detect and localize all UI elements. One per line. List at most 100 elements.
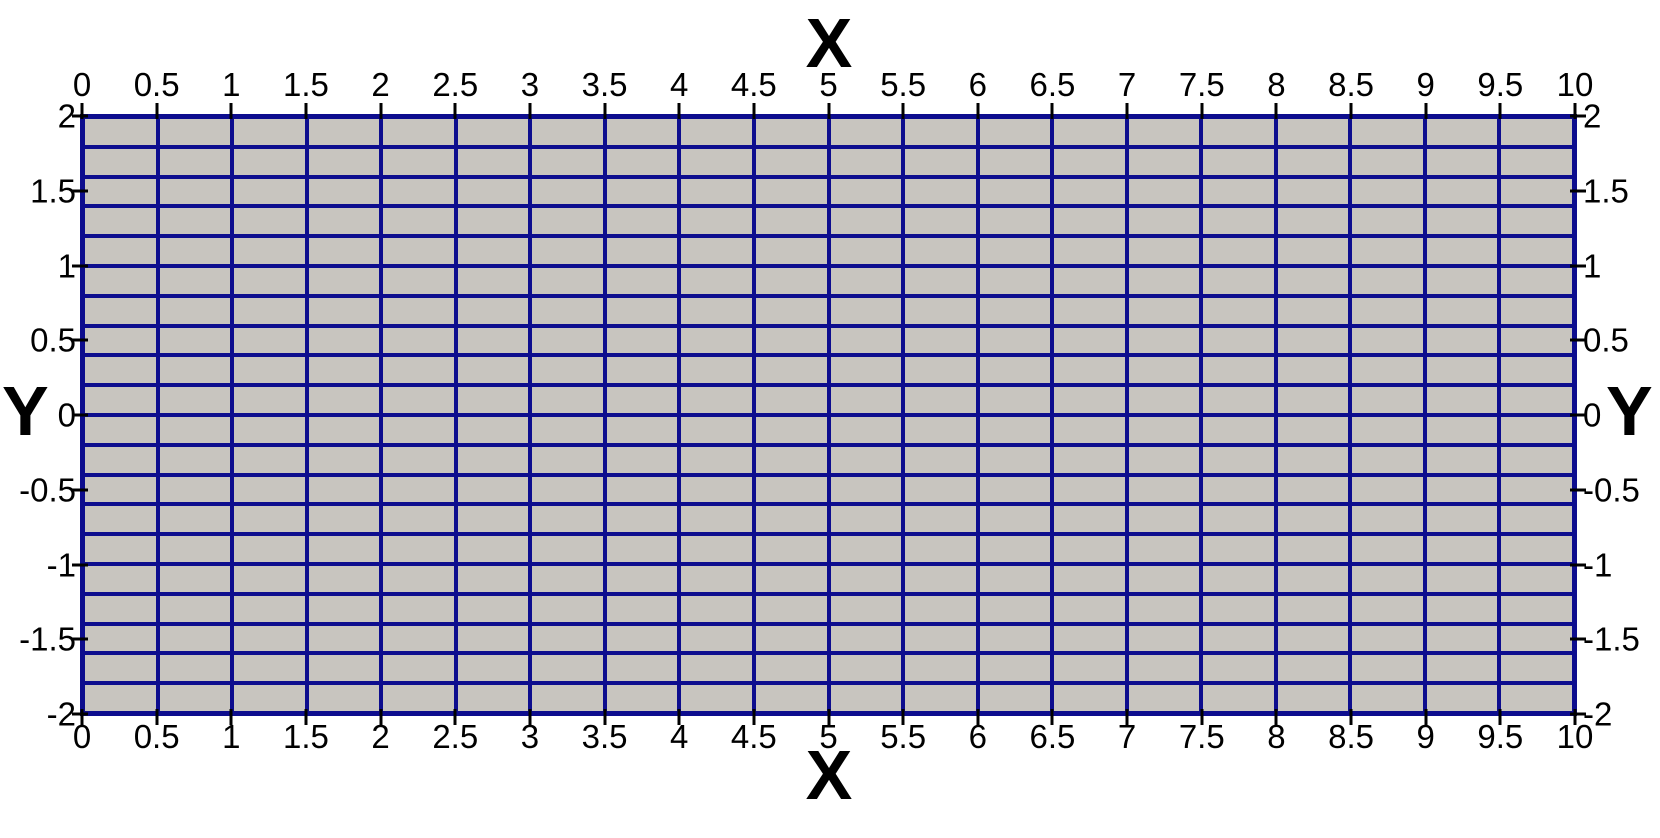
mesh-cell: [905, 267, 976, 294]
mesh-cell: [457, 565, 529, 592]
top-tick-mark: [603, 103, 607, 119]
mesh-cell: [85, 446, 156, 473]
mesh-cell: [681, 476, 752, 503]
mesh-cell: [85, 625, 156, 652]
mesh-cell: [234, 238, 305, 264]
mesh-cell: [1501, 267, 1572, 294]
mesh-cell: [383, 178, 454, 205]
mesh-cell: [606, 685, 678, 711]
mesh-cell: [1128, 238, 1200, 264]
mesh-cell: [1203, 178, 1274, 205]
mesh-cell: [85, 119, 156, 145]
top-tick-label: 6: [968, 66, 987, 103]
mesh-cell: [159, 565, 231, 592]
mesh-cell: [85, 327, 156, 354]
mesh-cell: [1352, 506, 1423, 533]
mesh-cell: [1501, 625, 1572, 652]
mesh-cell: [1426, 565, 1498, 592]
mesh-cell: [1128, 565, 1200, 592]
mesh-cell: [1203, 267, 1274, 294]
mesh-cell: [606, 536, 678, 562]
mesh-cell: [234, 595, 305, 622]
mesh-cell: [457, 536, 529, 562]
right-tick-mark: [1570, 114, 1586, 118]
left-tick-label: 2: [57, 97, 76, 135]
right-tick-label: 0: [1583, 396, 1602, 434]
mesh-cell: [1128, 267, 1200, 294]
mesh-cell: [606, 238, 678, 264]
mesh-cell: [681, 327, 752, 354]
mesh-cell: [159, 416, 231, 443]
mesh-cell: [1352, 297, 1423, 324]
mesh-cell: [383, 208, 454, 235]
mesh-cell: [532, 595, 603, 622]
mesh-cell: [979, 238, 1051, 264]
mesh-cell: [1501, 685, 1572, 711]
bottom-tick-label: 3: [520, 718, 540, 755]
left-tick-label: 0.5: [30, 321, 76, 359]
mesh-cell: [532, 148, 603, 175]
mesh-cell: [905, 446, 976, 473]
mesh-cell: [1352, 327, 1423, 354]
bottom-tick-mark: [1050, 709, 1054, 725]
mesh-cell: [85, 387, 156, 413]
mesh-cell: [979, 416, 1051, 443]
mesh-cell: [1352, 267, 1423, 294]
top-tick-label: 2: [371, 66, 390, 103]
right-tick-mark: [1570, 637, 1586, 641]
mesh-cell: [383, 565, 454, 592]
mesh-cell: [85, 297, 156, 324]
mesh-cell: [606, 178, 678, 205]
top-tick-mark: [80, 103, 84, 119]
left-tick-label: 1: [57, 247, 76, 284]
y-axis-labels-right: 2 1.5 1 0.5 0 -0.5 -1 -1.5 -2: [1583, 100, 1660, 731]
mesh-cell: [681, 625, 752, 652]
mesh-cell: [532, 565, 603, 592]
mesh-cell: [755, 446, 827, 473]
mesh-cell: [159, 267, 231, 294]
top-tick-label: 7: [1117, 66, 1137, 103]
mesh-cell: [308, 178, 380, 205]
mesh-cell: [1501, 446, 1572, 473]
mesh-cell: [1501, 387, 1572, 413]
top-tick-mark: [155, 103, 159, 119]
mesh-cell: [1426, 327, 1498, 354]
mesh-cell: [830, 148, 902, 175]
mesh-cell: [1054, 536, 1125, 562]
mesh-cell: [457, 655, 529, 682]
mesh-cell: [1352, 685, 1423, 711]
mesh-cell: [1501, 536, 1572, 562]
mesh-cell: [1054, 148, 1125, 175]
mesh-cell: [606, 148, 678, 175]
top-tick-label: 0.5: [133, 66, 180, 103]
mesh-cell: [457, 238, 529, 264]
top-tick-mark: [453, 103, 457, 119]
mesh-cell: [1426, 208, 1498, 235]
mesh-cell: [308, 506, 380, 533]
mesh-cell: [383, 267, 454, 294]
y-axis-ticks-left: [72, 114, 88, 716]
mesh-cell: [308, 416, 380, 443]
mesh-cell: [979, 357, 1051, 384]
mesh-cell: [532, 625, 603, 652]
mesh-cell: [1352, 536, 1423, 562]
mesh-cell: [1203, 476, 1274, 503]
mesh-cell: [1054, 357, 1125, 384]
mesh-cell: [85, 178, 156, 205]
mesh-cell: [1128, 536, 1200, 562]
mesh-cell: [830, 297, 902, 324]
x-axis-title-bottom: X: [805, 736, 853, 814]
bottom-tick-label: 4.5: [730, 718, 777, 755]
mesh-cell: [159, 595, 231, 622]
left-tick-mark: [72, 637, 88, 641]
mesh-cell: [606, 297, 678, 324]
bottom-tick-mark: [453, 709, 457, 725]
mesh-cell: [159, 148, 231, 175]
mesh-cell: [383, 685, 454, 711]
top-tick-mark: [677, 103, 681, 119]
right-tick-mark: [1570, 189, 1586, 193]
mesh-cell: [830, 595, 902, 622]
mesh-cell: [1128, 178, 1200, 205]
mesh-cell: [1128, 297, 1200, 324]
